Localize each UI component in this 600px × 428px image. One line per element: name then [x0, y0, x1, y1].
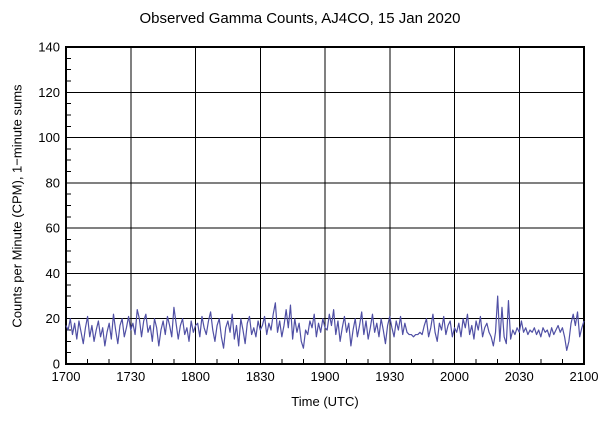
y-tick-label: 0	[53, 357, 60, 372]
chart-title: Observed Gamma Counts, AJ4CO, 15 Jan 202…	[139, 10, 461, 27]
data-line	[65, 295, 585, 352]
y-tick-label: 60	[46, 221, 60, 236]
x-tick-label: 2000	[440, 369, 469, 384]
x-tick-label: 1700	[52, 369, 81, 384]
x-tick-label: 1800	[181, 369, 210, 384]
plot-border	[65, 46, 585, 365]
y-tick-label: 140	[38, 40, 60, 55]
y-tick-label: 20	[46, 311, 60, 326]
x-tick-label: 1730	[116, 369, 145, 384]
x-axis-label: Time (UTC)	[291, 394, 359, 409]
x-tick-label: 2030	[505, 369, 534, 384]
y-tick-label: 120	[38, 85, 60, 100]
y-tick-label: 100	[38, 130, 60, 145]
x-tick-label: 1930	[375, 369, 404, 384]
x-tick-label: 1900	[311, 369, 340, 384]
x-tick-label: 1830	[246, 369, 275, 384]
x-tick-label: 2100	[570, 369, 599, 384]
y-tick-label: 40	[46, 266, 60, 281]
y-tick-label: 80	[46, 175, 60, 190]
